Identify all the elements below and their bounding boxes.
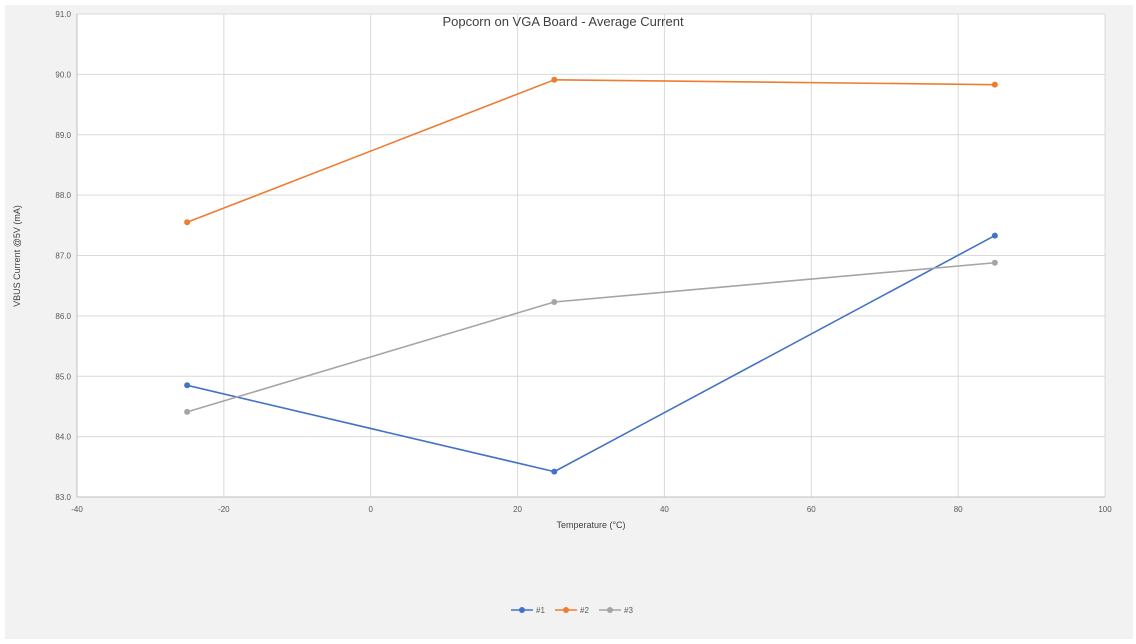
y-tick-label: 91.0 [55,10,71,19]
legend: #1 #2 #3 [511,606,633,615]
data-point [551,76,558,83]
y-tick-label: 84.0 [55,433,71,442]
x-tick-label: 60 [807,505,816,514]
y-tick-label: 89.0 [55,131,71,140]
x-tick-label: 0 [368,505,373,514]
x-tick-label: 100 [1098,505,1112,514]
data-point [991,259,998,266]
legend-item-1: #1 [511,606,545,615]
legend-item-2: #2 [555,606,589,615]
y-tick-label: 85.0 [55,372,71,381]
data-point [184,408,191,415]
data-point [991,81,998,88]
y-tick-label: 83.0 [55,493,71,502]
data-point [184,382,191,389]
x-axis-title: Temperature (°C) [556,520,625,530]
data-point [184,219,191,226]
chart-area: 83.0 84.0 85.0 86.0 87.0 88.0 89.0 90.0 91.0 -40 -… [5,5,1133,639]
y-tick-label: 88.0 [55,191,71,200]
y-tick-label: 86.0 [55,312,71,321]
x-tick-label: 40 [660,505,669,514]
series-1 [184,232,998,475]
x-tick-label: 80 [954,505,963,514]
y-tick-label: 87.0 [55,252,71,261]
x-tick-label: -40 [71,505,83,514]
legend-marker [519,607,525,613]
grid [76,13,1106,498]
y-tick-label: 90.0 [55,70,71,79]
y-axis-title: VBUS Current @5V (mA) [12,205,22,307]
legend-item-3: #3 [599,606,633,615]
x-tick-label: 20 [513,505,522,514]
chart-title: Popcorn on VGA Board - Average Current [442,14,684,29]
legend-marker [563,607,569,613]
legend-marker [607,607,613,613]
legend-label: #3 [624,606,633,615]
axes: 83.0 84.0 85.0 86.0 87.0 88.0 89.0 90.0 91.0 -40 -… [55,10,1112,514]
series-3 [184,259,998,415]
series-layer [184,76,998,475]
legend-label: #2 [580,606,589,615]
data-point [551,468,558,475]
series-2 [184,76,998,226]
data-point [551,298,558,305]
line-chart: 83.0 84.0 85.0 86.0 87.0 88.0 89.0 90.0 91.0 -40 -… [12,10,1112,615]
data-point [991,232,998,239]
x-tick-label: -20 [218,505,230,514]
legend-label: #1 [536,606,545,615]
